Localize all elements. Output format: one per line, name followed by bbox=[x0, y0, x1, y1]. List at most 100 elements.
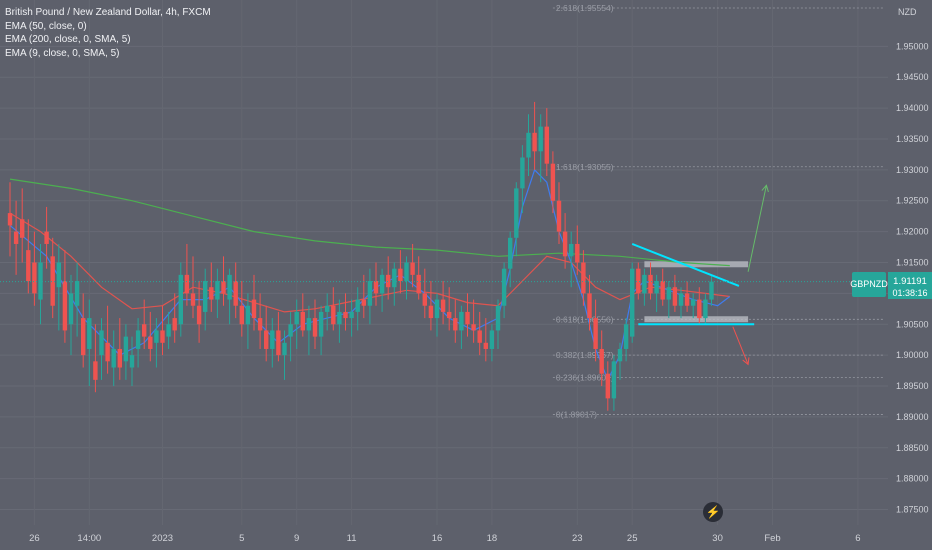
candle-body bbox=[410, 262, 415, 275]
price-tick-label: 1.92000 bbox=[896, 227, 929, 237]
candle-body bbox=[642, 274, 647, 294]
candlestick-series bbox=[7, 101, 714, 411]
candle-body bbox=[520, 157, 525, 189]
time-tick-label: 26 bbox=[29, 533, 40, 544]
candle-body bbox=[630, 268, 635, 337]
candle-body bbox=[221, 281, 226, 294]
candle-body bbox=[129, 355, 135, 368]
candle-body bbox=[117, 348, 122, 368]
ema200-line bbox=[9, 178, 730, 267]
candle-body bbox=[587, 293, 592, 319]
user-drawings[interactable] bbox=[631, 184, 769, 366]
arrow-head bbox=[742, 357, 750, 366]
candle-body bbox=[74, 281, 80, 306]
price-tick-label: 1.89000 bbox=[896, 412, 929, 422]
candle-body bbox=[81, 318, 86, 356]
candle-body bbox=[331, 305, 336, 325]
fib-label: 0.382(1.89967) bbox=[556, 350, 614, 360]
time-tick-label: 16 bbox=[432, 533, 443, 544]
candle-body bbox=[160, 330, 165, 343]
fib-label: 0.618(1.90556) bbox=[556, 314, 614, 324]
candle-body bbox=[337, 311, 342, 325]
time-tick-label: 2023 bbox=[152, 533, 173, 544]
candle-body bbox=[20, 219, 25, 238]
time-tick-label: Feb bbox=[764, 533, 780, 544]
support-resistance-zones bbox=[644, 261, 749, 323]
candle-body bbox=[508, 237, 513, 269]
candle-body bbox=[190, 293, 196, 306]
price-axis[interactable]: 1.95000 1.94500 1.94000 1.93500 1.93000 1.925… bbox=[896, 41, 929, 514]
candle-body bbox=[276, 330, 281, 356]
candle-body bbox=[184, 274, 190, 294]
candle-body bbox=[318, 311, 324, 337]
candle-body bbox=[239, 305, 244, 325]
candle-body bbox=[550, 163, 556, 201]
candle-body bbox=[227, 274, 232, 300]
tradingview-bolt-icon[interactable]: ⚡ bbox=[703, 502, 723, 522]
candle-body bbox=[196, 305, 202, 325]
candle-body bbox=[312, 318, 318, 337]
price-tick-label: 1.94000 bbox=[896, 103, 929, 113]
candle-body bbox=[270, 330, 275, 349]
candle-body bbox=[709, 281, 714, 300]
chart-legend: British Pound / New Zealand Dollar, 4h, … bbox=[5, 6, 211, 60]
time-tick-label: 18 bbox=[487, 533, 498, 544]
candle-body bbox=[209, 287, 214, 300]
candle-body bbox=[349, 311, 354, 319]
candle-body bbox=[471, 324, 476, 331]
price-tick-label: 1.90500 bbox=[896, 319, 929, 329]
candle-body bbox=[575, 243, 580, 263]
candle-body bbox=[691, 299, 696, 306]
price-tick-label: 1.91500 bbox=[896, 258, 929, 268]
candle-body bbox=[501, 268, 507, 306]
candle-body bbox=[294, 311, 299, 325]
candle-body bbox=[617, 348, 623, 362]
candle-body bbox=[38, 262, 43, 300]
candle-body bbox=[666, 287, 671, 300]
fib-label: 0.236(1.89602) bbox=[556, 372, 614, 382]
candle-body bbox=[440, 299, 446, 312]
candle-body bbox=[203, 281, 208, 312]
candle-body bbox=[422, 293, 427, 306]
candle-body bbox=[483, 342, 488, 349]
candle-body bbox=[105, 342, 110, 362]
indicator-ema50[interactable]: EMA (50, close, 0) bbox=[5, 20, 87, 32]
candle-body bbox=[392, 268, 397, 288]
symbol-title[interactable]: British Pound / New Zealand Dollar, 4h, … bbox=[5, 7, 211, 18]
candle-body bbox=[264, 330, 269, 349]
candle-body bbox=[245, 305, 251, 325]
price-tick-label: 1.94500 bbox=[896, 72, 929, 82]
candle-body bbox=[56, 262, 61, 288]
candle-body bbox=[111, 348, 116, 368]
indicator-ema9[interactable]: EMA (9, close, 0, SMA, 5) bbox=[5, 47, 120, 59]
candle-body bbox=[697, 299, 702, 319]
candle-body bbox=[404, 262, 409, 282]
candle-body bbox=[636, 268, 641, 294]
candle-body bbox=[477, 330, 482, 343]
candle-body bbox=[623, 324, 629, 349]
price-tick-label: 1.89500 bbox=[896, 381, 929, 391]
price-tick-label: 1.87500 bbox=[896, 505, 929, 515]
candle-body bbox=[87, 318, 92, 349]
candle-body bbox=[142, 324, 147, 337]
candle-body bbox=[26, 250, 31, 282]
time-tick-label: 11 bbox=[347, 533, 357, 544]
last-price: 1.91191 bbox=[893, 276, 927, 287]
candle-body bbox=[447, 311, 452, 319]
price-tick-label: 1.92500 bbox=[896, 196, 929, 206]
trendline bbox=[631, 243, 740, 287]
price-zone bbox=[644, 261, 749, 268]
candle-body bbox=[398, 268, 403, 282]
time-axis[interactable]: 26 14:00 2023 5 9 11 16 18 23 25 30 Feb 6 bbox=[29, 533, 860, 544]
candle-body bbox=[361, 299, 366, 306]
candle-body bbox=[93, 361, 98, 380]
candle-body bbox=[123, 336, 129, 362]
candle-body bbox=[178, 274, 183, 325]
indicator-ema200[interactable]: EMA (200, close, 0, SMA, 5) bbox=[5, 34, 131, 45]
candle-body bbox=[13, 231, 19, 244]
candle-body bbox=[325, 305, 330, 312]
candle-body bbox=[605, 373, 610, 399]
fib-label: 1.618(1.93055) bbox=[556, 162, 614, 172]
candle-body bbox=[282, 342, 287, 356]
